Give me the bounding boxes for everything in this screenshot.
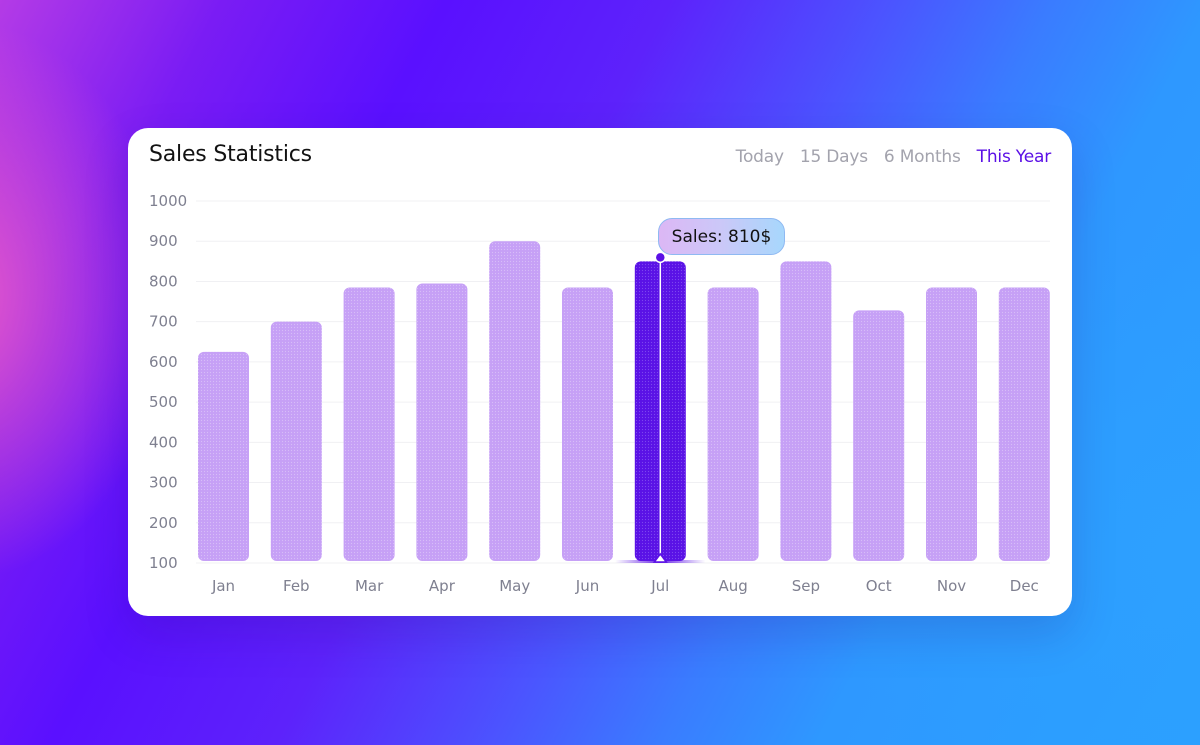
card-title: Sales Statistics xyxy=(149,142,312,167)
x-tick-label: Sep xyxy=(792,577,820,595)
filter-15-days[interactable]: 15 Days xyxy=(799,147,868,167)
bar-jun xyxy=(562,287,613,561)
bar-jan xyxy=(198,351,249,561)
x-tick-label: Jan xyxy=(211,577,235,595)
x-tick-label: Dec xyxy=(1010,577,1039,595)
x-tick-label: Nov xyxy=(937,577,966,595)
x-tick-label: Mar xyxy=(355,577,384,595)
x-tick-label: Apr xyxy=(429,577,456,595)
active-bar-top-dot xyxy=(654,251,667,264)
x-tick-label: Jul xyxy=(650,577,669,595)
bar-apr xyxy=(416,283,468,561)
sales-bar-chart: 1000 900 800 700 600 500 400 300 200 100 Jan Feb Ma… xyxy=(149,192,1050,595)
x-tick-label: Feb xyxy=(283,577,310,595)
y-tick-label: 300 xyxy=(149,474,178,492)
sales-statistics-card: Sales Statistics Today 15 Days 6 Months … xyxy=(128,128,1072,616)
y-tick-label: 600 xyxy=(149,353,178,371)
bar-dec xyxy=(998,287,1050,561)
period-filter: Today 15 Days 6 Months This Year xyxy=(735,147,1052,167)
bar-may xyxy=(489,241,541,561)
bar-aug xyxy=(707,287,759,561)
x-tick-label: Jun xyxy=(575,577,599,595)
x-tick-label: Oct xyxy=(866,577,892,595)
bar-mar xyxy=(343,287,395,561)
filter-6-months[interactable]: 6 Months xyxy=(883,147,961,167)
bar-oct xyxy=(853,310,905,561)
y-tick-label: 800 xyxy=(149,272,178,290)
bar-feb xyxy=(270,321,322,561)
y-tick-label: 500 xyxy=(149,393,178,411)
y-tick-label: 900 xyxy=(149,232,178,250)
y-tick-label: 100 xyxy=(149,554,178,572)
y-tick-label: 700 xyxy=(149,313,178,331)
sales-tooltip: Sales: 810$ xyxy=(658,218,785,255)
active-bar-base-marker xyxy=(652,552,668,563)
x-tick-label: May xyxy=(499,577,530,595)
y-tick-label: 1000 xyxy=(149,192,187,210)
filter-this-year[interactable]: This Year xyxy=(976,147,1052,167)
bar-sep xyxy=(780,261,832,561)
x-tick-label: Aug xyxy=(718,577,747,595)
bar-nov xyxy=(926,287,977,561)
y-tick-label: 400 xyxy=(149,433,178,451)
filter-today[interactable]: Today xyxy=(735,147,784,167)
y-tick-label: 200 xyxy=(149,514,178,532)
